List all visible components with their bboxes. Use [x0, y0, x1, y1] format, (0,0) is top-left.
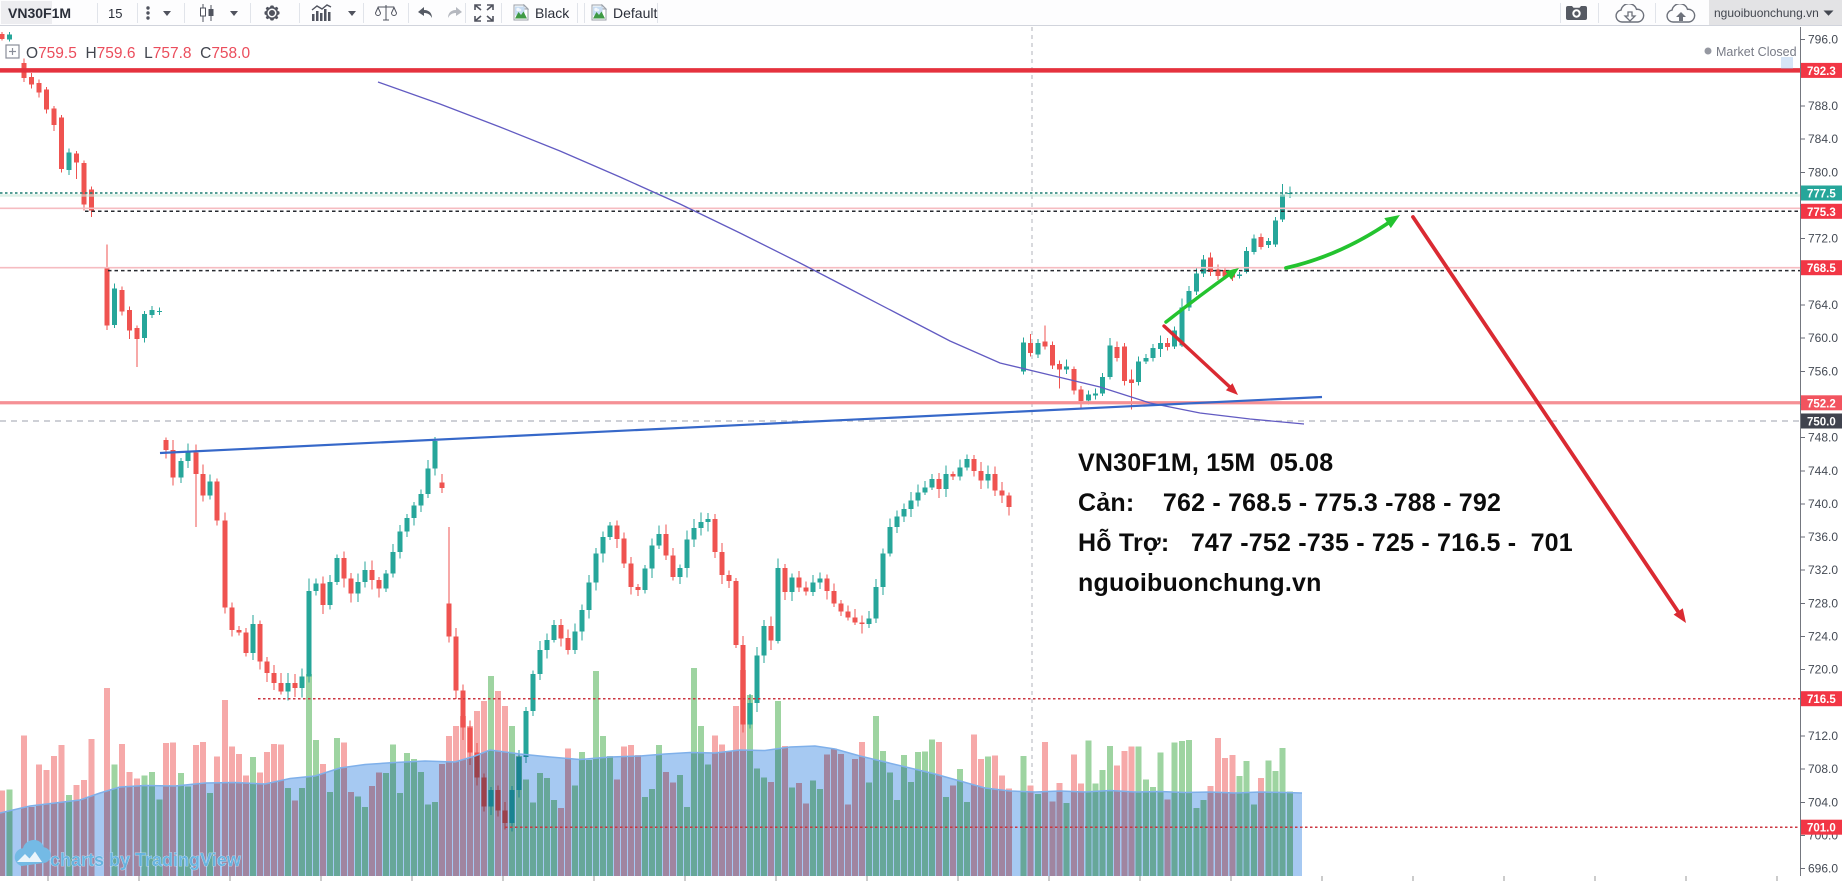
svg-text:696.0: 696.0 [1808, 862, 1838, 876]
svg-text:708.0: 708.0 [1808, 762, 1838, 776]
svg-text:740.0: 740.0 [1808, 497, 1838, 511]
svg-text:728.0: 728.0 [1808, 596, 1838, 610]
svg-text:VN30F1M, 15M 05.08: VN30F1M, 15M 05.08 [1078, 449, 1333, 477]
svg-text:O759.5 H759.6 L757.8 C758.0: O759.5 H759.6 L757.8 C758.0 [26, 45, 250, 62]
svg-text:732.0: 732.0 [1808, 563, 1838, 577]
svg-text:777.5: 777.5 [1807, 189, 1836, 201]
svg-text:788.0: 788.0 [1808, 99, 1838, 113]
svg-text:792.3: 792.3 [1807, 66, 1836, 78]
svg-text:nguoibuonchung.vn: nguoibuonchung.vn [1078, 569, 1322, 597]
svg-text:charts by TradingView: charts by TradingView [50, 850, 242, 870]
svg-text:752.2: 752.2 [1807, 398, 1836, 410]
svg-text:772.0: 772.0 [1808, 232, 1838, 246]
svg-text:756.0: 756.0 [1808, 364, 1838, 378]
svg-text:775.3: 775.3 [1807, 207, 1836, 219]
svg-text:764.0: 764.0 [1808, 298, 1838, 312]
svg-text:784.0: 784.0 [1808, 132, 1838, 146]
svg-text:760.0: 760.0 [1808, 331, 1838, 345]
svg-text:701.0: 701.0 [1807, 823, 1836, 835]
svg-text:704.0: 704.0 [1808, 795, 1838, 809]
svg-text:744.0: 744.0 [1808, 464, 1838, 478]
svg-text:750.0: 750.0 [1807, 417, 1836, 429]
svg-text:Market Closed: Market Closed [1716, 45, 1797, 59]
svg-text:724.0: 724.0 [1808, 630, 1838, 644]
svg-text:748.0: 748.0 [1808, 431, 1838, 445]
svg-text:Cản: 762 - 768.5 - 775.3 -7: Cản: 762 - 768.5 - 775.3 -788 - 792 [1078, 489, 1501, 517]
svg-text:768.5: 768.5 [1807, 263, 1836, 275]
svg-text:736.0: 736.0 [1808, 530, 1838, 544]
svg-text:712.0: 712.0 [1808, 729, 1838, 743]
svg-text:Hỗ Trợ: 747 -752 -735 - 725: Hỗ Trợ: 747 -752 -735 - 725 - 716.5 - 70… [1078, 527, 1573, 557]
svg-text:780.0: 780.0 [1808, 165, 1838, 179]
svg-text:720.0: 720.0 [1808, 663, 1838, 677]
svg-text:716.5: 716.5 [1807, 694, 1836, 706]
svg-text:796.0: 796.0 [1808, 33, 1838, 47]
